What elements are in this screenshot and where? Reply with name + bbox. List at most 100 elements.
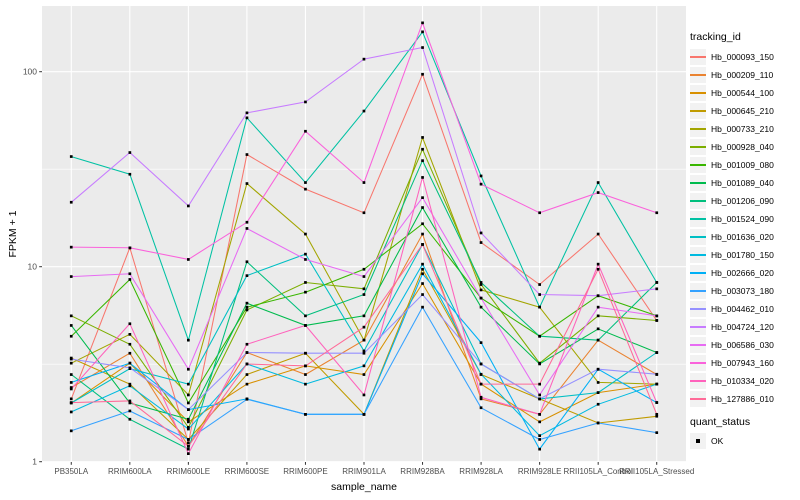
data-point: [128, 361, 132, 365]
data-point: [245, 227, 249, 230]
data-point: [128, 278, 132, 281]
data-point: [69, 324, 73, 327]
data-point: [187, 338, 190, 342]
data-point: [304, 181, 307, 184]
x-tick-label: RRIM928BA: [400, 467, 445, 476]
data-point: [479, 406, 483, 410]
data-point: [128, 172, 132, 176]
data-point: [362, 275, 366, 278]
data-point: [479, 296, 483, 300]
legend-item: Hb_000928_040: [690, 138, 798, 156]
data-point: [304, 258, 307, 261]
series-color-key-icon: [690, 193, 706, 209]
data-point: [245, 308, 249, 312]
legend-item: Hb_001089_040: [690, 174, 798, 192]
data-point: [128, 401, 132, 405]
data-point: [362, 314, 366, 318]
data-point: [304, 373, 307, 376]
data-point: [538, 382, 541, 386]
data-point: [128, 333, 132, 336]
data-point: [655, 281, 659, 284]
data-point: [69, 381, 73, 384]
data-point: [421, 206, 424, 209]
data-point: [538, 447, 541, 451]
data-point: [538, 420, 541, 424]
data-point: [245, 382, 249, 386]
data-point: [187, 367, 190, 371]
legend-item: Hb_000209_110: [690, 66, 798, 84]
legend-item-label: Hb_004724_120: [711, 322, 774, 332]
x-axis-title: sample_name: [331, 481, 397, 493]
data-point: [596, 338, 600, 342]
legend-item-label: Hb_001009_080: [711, 160, 774, 170]
data-point: [421, 232, 424, 236]
data-point: [479, 395, 483, 399]
legend-item: Hb_003073_180: [690, 282, 798, 300]
data-point: [421, 305, 424, 309]
series-color-key-icon: [690, 211, 706, 227]
data-point: [69, 386, 73, 389]
legend-item: Hb_001524_090: [690, 210, 798, 228]
data-point: [655, 414, 659, 418]
data-point: [479, 362, 483, 366]
data-point: [655, 372, 659, 376]
data-point: [128, 409, 132, 413]
legend-item-label: Hb_127886_010: [711, 394, 774, 404]
data-point: [362, 109, 366, 113]
x-tick-label: RRII105LA_Control: [563, 467, 633, 476]
data-point: [304, 252, 307, 256]
data-point: [187, 420, 190, 424]
data-point: [69, 410, 73, 414]
legend-item-label: Hb_001636_020: [711, 232, 774, 242]
data-point: [655, 319, 659, 322]
legend-item: Hb_000733_210: [690, 120, 798, 138]
legend-item: Hb_001206_090: [690, 192, 798, 210]
series-color-key-icon: [690, 121, 706, 137]
data-point: [655, 382, 659, 386]
series-color-key-icon: [690, 85, 706, 101]
data-point: [538, 393, 541, 397]
legend-item-label: Hb_000733_210: [711, 124, 774, 134]
data-point: [479, 231, 483, 235]
data-point: [479, 241, 483, 244]
data-point: [245, 342, 249, 346]
legend-item: Hb_007943_160: [690, 354, 798, 372]
data-point: [304, 351, 307, 355]
data-point: [187, 401, 190, 405]
data-point: [128, 342, 132, 346]
legend-item: Hb_004724_120: [690, 318, 798, 336]
data-point: [245, 182, 249, 185]
data-point: [596, 267, 600, 271]
data-point: [128, 417, 132, 421]
series-color-key-icon: [690, 103, 706, 119]
data-point: [187, 204, 190, 208]
legend-item-label: Hb_007943_160: [711, 358, 774, 368]
data-point: [596, 305, 600, 309]
legend-item-label: Hb_002666_020: [711, 268, 774, 278]
legend-item: Hb_001009_080: [690, 156, 798, 174]
series-color-key-icon: [690, 373, 706, 389]
data-point: [479, 174, 483, 178]
data-point: [128, 151, 132, 154]
data-point: [362, 393, 366, 397]
data-point: [128, 366, 132, 370]
data-point: [69, 361, 73, 365]
legend-item: Hb_006586_030: [690, 336, 798, 354]
data-point: [245, 260, 249, 264]
data-point: [479, 305, 483, 309]
data-point: [362, 373, 366, 376]
data-point: [128, 399, 132, 403]
series-color-key-icon: [690, 283, 706, 299]
data-point: [655, 401, 659, 404]
data-point: [596, 294, 600, 298]
legend-items: Hb_000093_150 Hb_000209_110 Hb_000544_100 H…: [690, 48, 798, 408]
data-point: [362, 287, 366, 291]
data-point: [421, 267, 424, 271]
data-point: [304, 281, 307, 284]
legend: tracking_id Hb_000093_150 Hb_000209_110 Hb…: [690, 31, 798, 450]
legend-item-label: Hb_001206_090: [711, 196, 774, 206]
data-point: [69, 245, 73, 249]
data-point: [421, 72, 424, 76]
y-axis-title: FPKM + 1: [7, 210, 19, 258]
